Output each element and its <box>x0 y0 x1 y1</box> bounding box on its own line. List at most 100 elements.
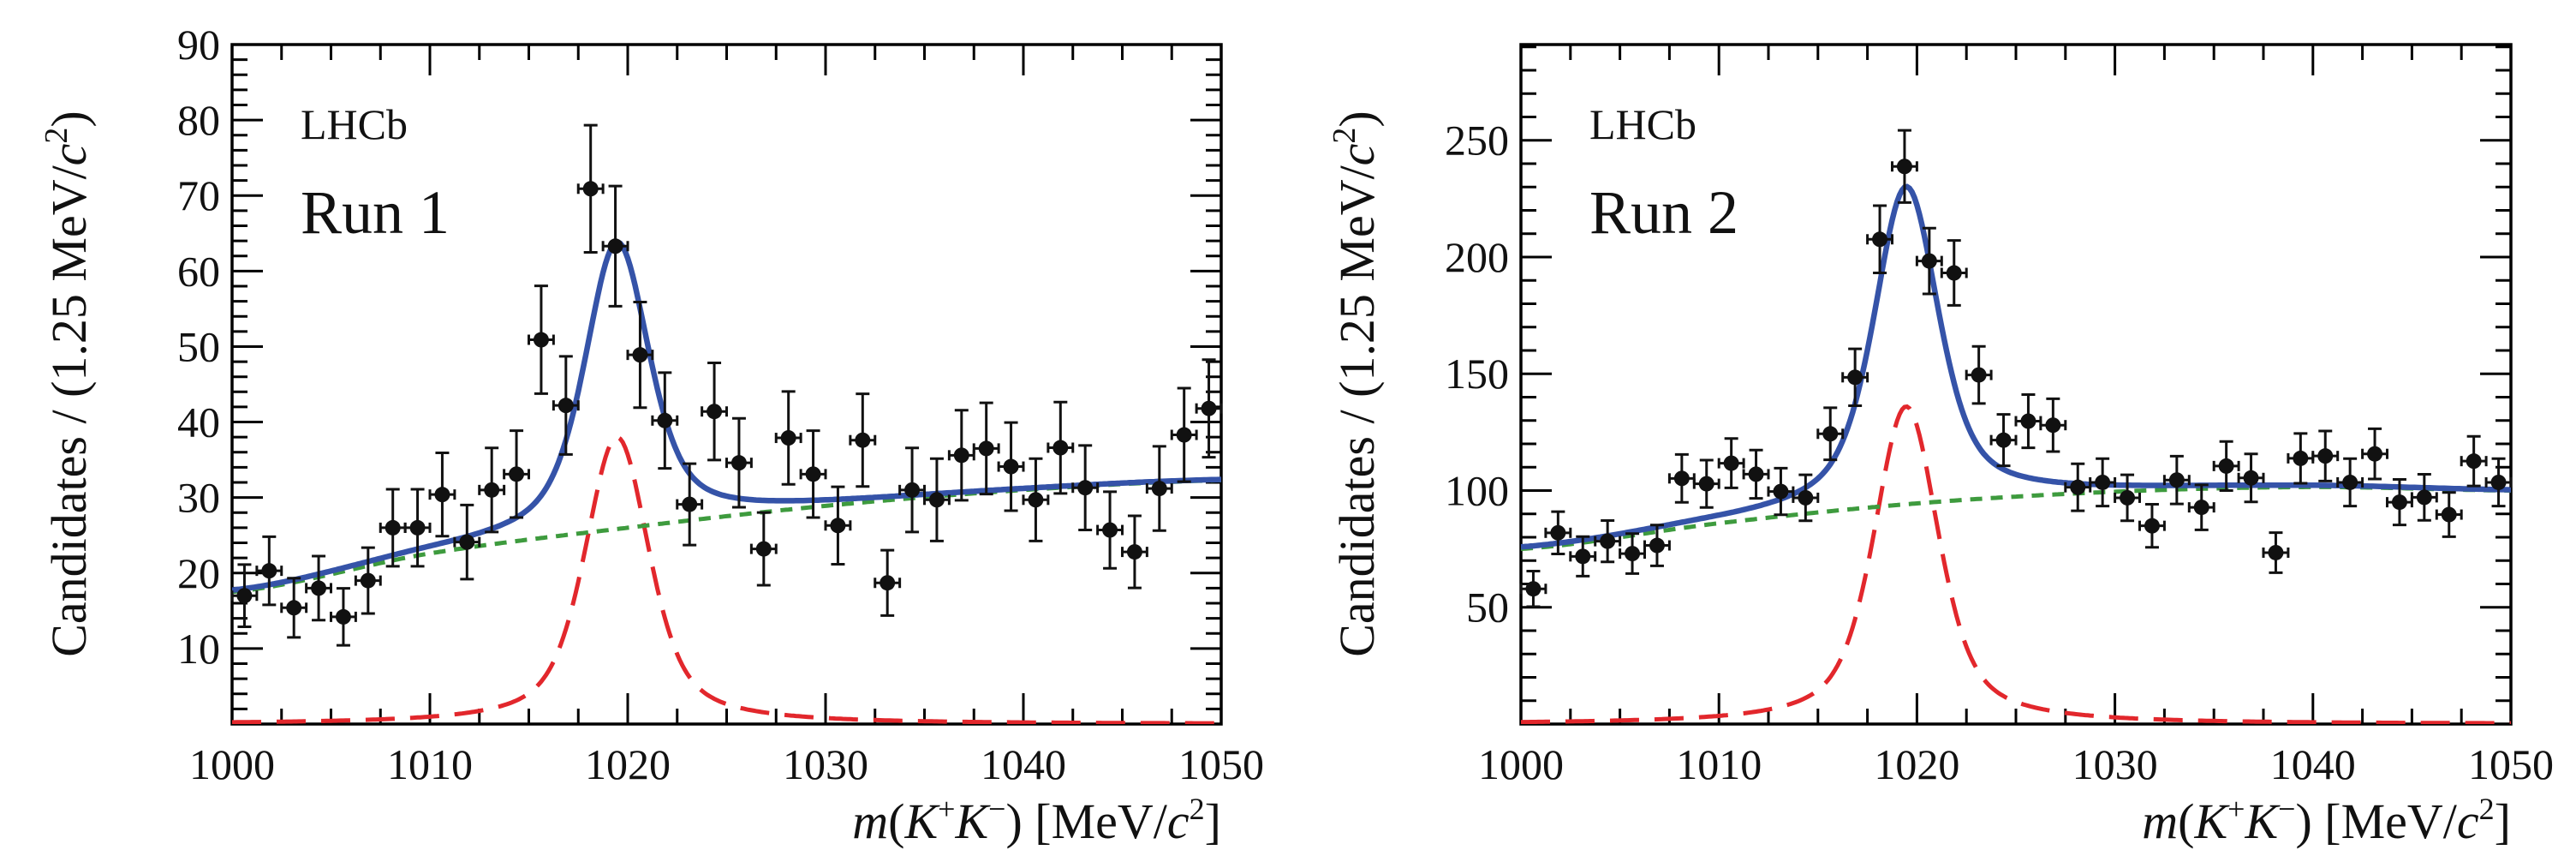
data-point <box>2311 429 2340 482</box>
data-point <box>2187 483 2215 531</box>
data-point <box>1619 532 1646 575</box>
data-point <box>824 485 852 566</box>
data-marker <box>335 608 351 625</box>
data-marker <box>509 466 525 482</box>
data-marker <box>1847 369 1863 386</box>
data-marker <box>459 534 475 550</box>
data-point <box>2336 457 2364 508</box>
x-tick-label: 1010 <box>387 740 473 788</box>
data-marker <box>1201 400 1217 416</box>
data-marker <box>2293 450 2309 466</box>
data-point <box>849 392 877 488</box>
y-tick-label: 70 <box>177 171 220 219</box>
data-marker <box>1575 548 1591 565</box>
data-marker <box>1600 533 1616 549</box>
fit-curves <box>232 239 1221 724</box>
data-point <box>1816 406 1845 462</box>
x-axis-title: m(K+K−) [MeV/c2] <box>852 792 1221 849</box>
data-marker <box>236 588 253 604</box>
data-point <box>701 362 728 462</box>
data-point <box>898 446 926 534</box>
x-tick-label: 1040 <box>2270 740 2356 788</box>
signal-curve <box>1521 404 2511 724</box>
x-tick-label: 1050 <box>2468 740 2554 788</box>
data-point <box>2114 473 2141 523</box>
data-point <box>255 535 283 607</box>
data-marker <box>1176 427 1192 443</box>
data-marker <box>1798 489 1814 506</box>
data-marker <box>953 447 969 464</box>
data-marker <box>2268 544 2284 560</box>
data-marker <box>1625 546 1641 562</box>
data-marker <box>2168 472 2185 488</box>
data-point <box>330 587 357 647</box>
y-tick-label: 100 <box>1445 466 1509 514</box>
data-point <box>651 371 679 470</box>
data-point <box>453 503 481 581</box>
x-tick-label: 1050 <box>1178 740 1264 788</box>
y-tick-label: 80 <box>177 96 220 144</box>
data-marker <box>1995 432 2012 448</box>
data-marker <box>1102 522 1118 538</box>
data-point <box>2484 457 2513 508</box>
x-tick-label: 1020 <box>1874 740 1959 788</box>
data-point <box>305 554 332 622</box>
data-point <box>230 563 259 629</box>
background-curve <box>1521 484 2511 552</box>
data-point <box>874 548 902 617</box>
x-tick-label: 1000 <box>1478 740 1564 788</box>
data-marker <box>2218 458 2234 474</box>
data-marker <box>730 455 747 471</box>
y-tick-label: 50 <box>1466 584 1509 632</box>
data-marker <box>1077 480 1094 496</box>
data-marker <box>1525 581 1541 597</box>
data-marker <box>1872 231 1888 248</box>
x-tick-label: 1030 <box>783 740 868 788</box>
data-marker <box>582 181 599 197</box>
data-marker <box>385 519 401 536</box>
data-marker <box>1921 253 1937 269</box>
data-point <box>997 421 1025 512</box>
data-marker <box>1052 440 1069 456</box>
data-marker <box>855 432 871 448</box>
data-point <box>1096 490 1124 570</box>
y-axis-title: Candidates / (1.25 MeV/c2) <box>1327 111 1385 657</box>
x-tick-label: 1030 <box>2072 740 2158 788</box>
data-point <box>923 457 951 542</box>
data-point <box>1170 386 1198 483</box>
data-marker <box>2490 474 2507 490</box>
data-marker <box>632 347 648 363</box>
data-point <box>626 301 654 410</box>
data-marker <box>607 238 623 254</box>
data-point <box>1544 510 1572 555</box>
data-point <box>528 284 555 395</box>
data-point <box>676 462 704 547</box>
data-marker <box>533 332 549 348</box>
y-tick-label: 10 <box>177 625 220 673</box>
data-marker <box>1971 367 1987 383</box>
data-point <box>972 401 1000 496</box>
y-tick-label: 30 <box>177 474 220 522</box>
y-tick-label: 250 <box>1445 117 1509 165</box>
data-marker <box>2193 500 2209 516</box>
y-axis-title: Candidates / (1.25 MeV/c2) <box>39 111 97 657</box>
data-point <box>2435 491 2463 538</box>
y-tick-label: 90 <box>177 21 220 69</box>
data-point <box>2212 440 2240 493</box>
y-tick-label: 150 <box>1445 350 1509 398</box>
data-point <box>1742 448 1770 500</box>
data-point <box>1643 524 1671 567</box>
data-point <box>2039 397 2067 453</box>
data-marker <box>1723 455 1739 471</box>
data-point <box>799 429 827 519</box>
data-marker <box>805 466 821 482</box>
run1-panel: 1000 1010 1020 1030 1040 10501020304050607080… <box>39 21 1264 849</box>
data-marker <box>1698 476 1714 492</box>
data-marker <box>1126 544 1142 560</box>
y-tick-label: 50 <box>177 322 220 370</box>
data-marker <box>2144 518 2160 534</box>
data-point <box>280 577 308 639</box>
data-point <box>428 452 456 538</box>
data-point <box>2014 393 2042 450</box>
data-marker <box>2441 506 2457 523</box>
